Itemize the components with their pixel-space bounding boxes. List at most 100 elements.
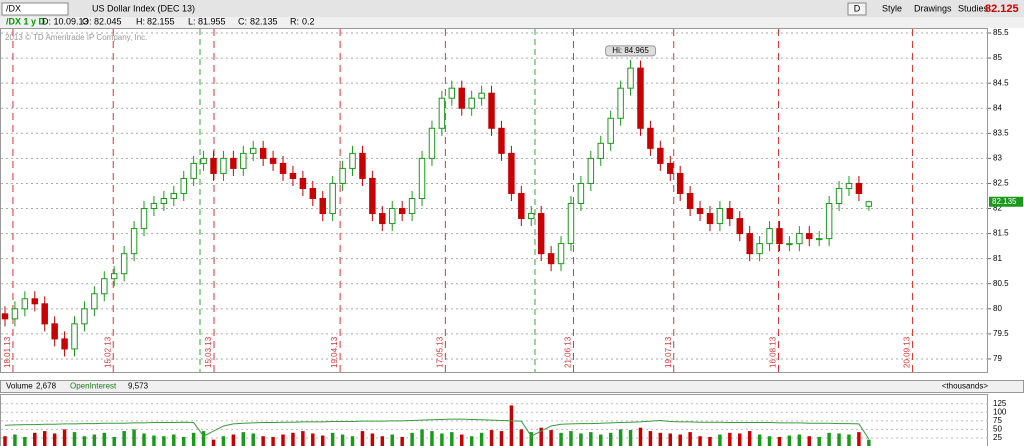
last-price-label: 82.135 (992, 197, 1017, 206)
volume-bar (807, 436, 812, 446)
volume-bar (181, 436, 186, 446)
candle-body (319, 197, 326, 215)
volume-bar (767, 436, 772, 446)
candle-body (537, 213, 545, 255)
description: US Dollar Index (DEC 13) (92, 3, 195, 13)
volume-bar (62, 429, 67, 446)
copyright: 2013 © TD Ameritrade IP Company, Inc. (5, 33, 147, 42)
candle-body (796, 233, 803, 245)
y-tick-label: 83 (993, 153, 1002, 162)
volume-bar (3, 436, 7, 446)
candle-body (508, 152, 515, 194)
low-value: 81.955 (198, 16, 226, 26)
open-value: 82.045 (94, 16, 122, 26)
period[interactable]: D (854, 3, 861, 13)
drawings-button[interactable]: Drawings (914, 3, 952, 13)
x-tick-label: 17.05.13 (435, 336, 444, 368)
candle-body (279, 162, 287, 174)
period-button[interactable] (847, 2, 867, 16)
candle-body (369, 177, 376, 215)
volume-bar (271, 436, 275, 446)
candle-body (865, 201, 873, 207)
candle-body (230, 157, 237, 169)
candle-body (130, 228, 138, 255)
candle-body (170, 192, 178, 199)
volume-bar (33, 432, 37, 446)
candle-body (647, 127, 654, 149)
volume-bar (529, 432, 533, 446)
volume-header (0, 380, 1024, 393)
volume-bar (678, 434, 682, 446)
candle-body (200, 157, 207, 164)
volume-bar (628, 430, 633, 446)
candle-body (329, 182, 336, 215)
candle-body (696, 208, 704, 215)
volume-bar (162, 436, 166, 446)
candle-body (676, 172, 684, 194)
candle-body (21, 298, 29, 310)
candle-body (726, 208, 734, 220)
candle-body (389, 208, 396, 225)
y-tick-label: 82.5 (993, 179, 1009, 188)
candle-body (240, 152, 247, 169)
volume-bar (827, 432, 831, 446)
volume-bar (728, 432, 732, 446)
candle-body (309, 187, 317, 199)
volume-bar (648, 431, 653, 446)
candle-body (756, 243, 763, 255)
candle-body (518, 192, 525, 220)
candle-body (627, 67, 634, 89)
candle-body (210, 157, 217, 174)
style-button[interactable]: Style (882, 3, 902, 13)
candle-body (379, 213, 386, 225)
volume-bar (102, 432, 107, 446)
volume-bar (231, 434, 236, 446)
candle-body (289, 172, 297, 179)
volume-bar (291, 432, 295, 446)
x-tick-label: 20.09.13 (903, 336, 912, 368)
studies-button[interactable]: Studies (958, 3, 989, 13)
candle-body (91, 293, 98, 310)
volume-bar (698, 436, 702, 446)
volume-bar (340, 434, 345, 446)
candle-body (1, 313, 9, 320)
volume-bar (837, 433, 841, 446)
y-tick-label: 81.5 (993, 229, 1009, 238)
price-pane (0, 28, 988, 373)
last-price: 82.125 (985, 3, 1019, 15)
volume-bar (211, 439, 216, 446)
low-label: L: (188, 16, 196, 26)
candle-body (547, 253, 555, 265)
legend-name: Volume (6, 382, 33, 391)
volume-bar (797, 434, 802, 446)
candle-body (637, 67, 644, 129)
candle-body (120, 253, 128, 275)
volume-bar (82, 436, 87, 446)
volume-bar (738, 433, 742, 446)
candle-body (567, 203, 575, 245)
legend-name: OpenInterest (70, 382, 117, 391)
range-label: R: (290, 16, 299, 26)
candle-body (786, 243, 793, 246)
volume-bar (360, 431, 365, 446)
volume-bar (430, 431, 434, 446)
candle-body (438, 97, 446, 129)
volume-bar (688, 432, 692, 446)
volume-bar (718, 434, 722, 446)
candle-body (657, 147, 664, 164)
legend-value: 9,573 (128, 382, 149, 391)
candle-body (825, 203, 833, 240)
volume-bar (509, 405, 514, 446)
volume-bar (261, 436, 265, 446)
symbol[interactable]: /DX (6, 3, 21, 13)
symbol-box[interactable] (1, 2, 69, 16)
candle-body (408, 197, 416, 215)
volume-bar (589, 432, 593, 446)
chart-label: /DX 1 y D (6, 16, 46, 26)
volume-bar (757, 434, 762, 446)
volume-bar (122, 431, 126, 446)
candle-body (528, 213, 535, 220)
candle-body (269, 157, 277, 164)
y-tick-label: 50 (993, 424, 1002, 433)
volume-bar (241, 432, 246, 446)
